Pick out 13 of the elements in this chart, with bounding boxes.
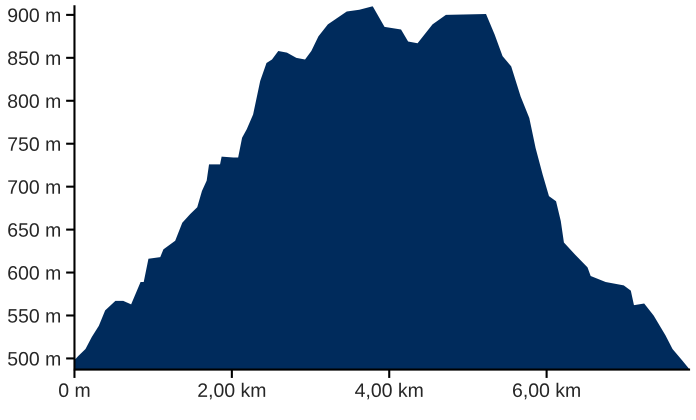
y-tick-label: 600 m <box>8 266 60 280</box>
y-tick-label: 650 m <box>8 223 60 237</box>
x-tick-label: 2,00 km <box>198 382 266 400</box>
y-tick-label: 700 m <box>8 180 60 194</box>
x-tick-label: 6,00 km <box>513 382 580 400</box>
y-tick-label: 550 m <box>8 308 60 323</box>
y-tick-label: 900 m <box>8 8 60 22</box>
y-tick-label: 850 m <box>8 51 60 66</box>
y-tick-label: 800 m <box>8 94 60 108</box>
y-tick-label: 500 m <box>8 352 60 366</box>
x-tick-label: 0 m <box>59 383 90 398</box>
x-tick-label: 4,00 km <box>355 382 423 400</box>
y-tick-label: 750 m <box>8 137 60 151</box>
